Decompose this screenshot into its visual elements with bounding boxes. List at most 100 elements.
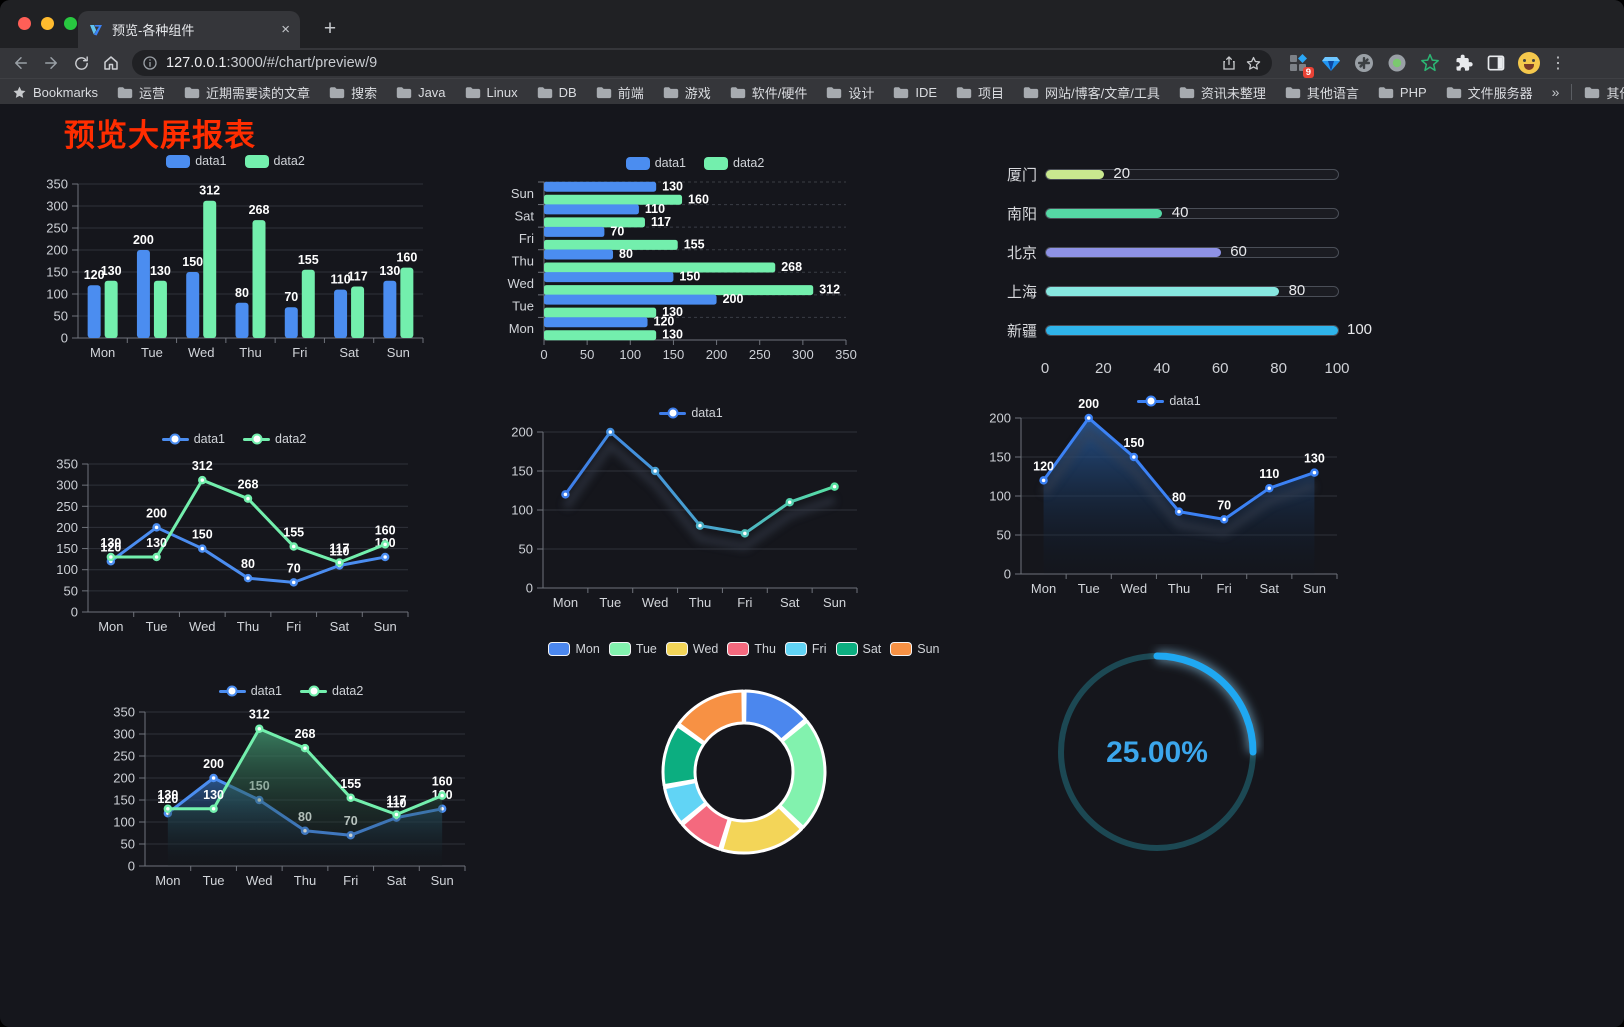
bar-data2-Fri[interactable] (301, 269, 315, 338)
legend-item-data1[interactable]: data1 (1137, 394, 1201, 408)
progress-fill[interactable] (1045, 208, 1163, 218)
bar-data2-Mon[interactable] (544, 330, 657, 341)
data-point-marker[interactable] (606, 427, 615, 437)
bar-data2-Sat[interactable] (544, 217, 645, 228)
data-point-marker[interactable] (209, 804, 218, 814)
bar-data2-Sun[interactable] (400, 267, 414, 338)
bar-data1-Mon[interactable] (87, 285, 101, 338)
extensions-puzzle-icon[interactable] (1451, 51, 1475, 75)
legend-item-Tue[interactable]: Tue (608, 642, 657, 656)
extension-star-icon[interactable] (1418, 51, 1442, 75)
bookmark-folder[interactable]: Linux (465, 83, 518, 102)
chart-grouped-bar[interactable]: data1 data2 0 50 100 150 200 250 300 350 Mon Tue Wed… (38, 148, 433, 366)
bar-data1-Sun[interactable] (544, 181, 657, 192)
bookmark-folder[interactable]: 软件/硬件 (730, 83, 807, 102)
chart-gauge[interactable]: 25.00% (1050, 644, 1264, 862)
pie-slice-Fri[interactable] (663, 780, 708, 825)
menu-kebab-icon[interactable]: ⋮ (1550, 55, 1566, 72)
legend-item-data1[interactable]: data1 (659, 406, 723, 420)
bookmark-folder[interactable]: PHP (1378, 83, 1427, 102)
bar-data2-Tue[interactable] (544, 307, 657, 318)
data-point-marker[interactable] (561, 490, 570, 499)
legend-item-data2[interactable]: data2 (704, 156, 764, 170)
data-point-marker[interactable] (1129, 452, 1139, 462)
data-point-marker[interactable] (1174, 507, 1184, 516)
bar-data1-Tue[interactable] (544, 294, 717, 305)
bookmark-folder[interactable]: 其他语言 (1285, 83, 1359, 102)
chart-horizontal-bar[interactable]: data1 data2 Sun Sat Fri Thu Wed Tue Mon 0 50 100 150… (498, 150, 892, 368)
data-point-marker[interactable] (1039, 476, 1048, 485)
bookmark-folder[interactable]: 近期需要读的文章 (184, 83, 310, 102)
bookmark-folder[interactable]: 文件服务器 (1446, 83, 1533, 102)
bookmark-folder[interactable]: IDE (893, 83, 937, 102)
data-point-marker[interactable] (1265, 483, 1274, 493)
profile-avatar[interactable] (1517, 51, 1541, 75)
legend-item-Thu[interactable]: Thu (727, 642, 776, 656)
bar-data2-Sat[interactable] (351, 286, 365, 338)
data-point-marker[interactable] (198, 544, 207, 553)
extension-gem-icon[interactable] (1319, 51, 1343, 75)
bookmark-folder[interactable]: 资讯未整理 (1179, 83, 1266, 102)
home-icon[interactable] (98, 50, 124, 76)
data-point-marker[interactable] (243, 494, 253, 503)
chart-area-single[interactable]: data1 0 50 100 150 200 Mon Tue Wed Thu Fri Sat Sun 12… (985, 388, 1353, 602)
bar-data2-Sun[interactable] (544, 194, 683, 205)
data-point-marker[interactable] (255, 724, 264, 733)
bookmark-folder[interactable]: 项目 (956, 83, 1004, 102)
pie-slice-Thu[interactable] (680, 802, 731, 851)
tab-close-icon[interactable]: × (281, 21, 290, 38)
pie-slice-Mon[interactable] (743, 689, 808, 742)
data-point-marker[interactable] (300, 743, 310, 753)
chart-donut[interactable]: Mon Tue Wed Thu Fri Sat Sun (548, 636, 940, 880)
legend-item-Mon[interactable]: Mon (548, 642, 600, 656)
bar-data1-Mon[interactable] (544, 317, 648, 328)
bar-data2-Tue[interactable] (153, 280, 167, 338)
pie-slice-Tue[interactable] (778, 719, 827, 829)
bar-data1-Wed[interactable] (186, 272, 200, 338)
data-point-marker[interactable] (1084, 413, 1093, 423)
window-close-button[interactable] (18, 17, 31, 30)
data-point-marker[interactable] (163, 804, 173, 814)
extension-wheel-icon[interactable] (1352, 51, 1376, 75)
legend-item-Wed[interactable]: Wed (665, 642, 718, 656)
progress-fill[interactable] (1045, 169, 1104, 179)
legend-item-data1[interactable]: data1 (161, 432, 225, 446)
bookmark-star-icon[interactable] (1245, 55, 1262, 72)
data-point-marker[interactable] (289, 542, 298, 551)
bookmarks-root[interactable]: Bookmarks (12, 85, 98, 100)
legend-item-data1[interactable]: data1 (166, 154, 227, 168)
data-point-marker[interactable] (243, 573, 253, 583)
progress-fill[interactable] (1045, 247, 1221, 257)
legend-item-Fri[interactable]: Fri (784, 642, 827, 656)
bar-data1-Sun[interactable] (383, 280, 397, 338)
extension-grid-diamond-icon[interactable]: 9 (1286, 51, 1314, 78)
chart-city-progress[interactable]: 厦门 20 南阳 40 北京 60 上海 80 新疆 100 0 20 40 60 80 100 (985, 156, 1372, 388)
bar-data2-Mon[interactable] (104, 280, 118, 338)
chart-line-gradient[interactable]: data1 0 50 100 150 200 Mon Tue Wed Thu Fri Sat Sun (505, 400, 877, 616)
chart-area-dual[interactable]: data1 data2 0 50 100 150 200 250 300 350 Mon Tue Wed… (105, 678, 477, 894)
data-point-marker[interactable] (1219, 515, 1229, 524)
reload-icon[interactable] (68, 50, 94, 76)
legend-item-Sun[interactable]: Sun (890, 642, 940, 656)
data-point-marker[interactable] (1310, 468, 1319, 477)
data-point-marker[interactable] (209, 773, 218, 783)
bar-data1-Fri[interactable] (544, 226, 605, 237)
pie-slice-Sat[interactable] (661, 724, 706, 788)
data-point-marker[interactable] (740, 529, 750, 538)
data-point-marker[interactable] (198, 475, 207, 485)
bookmark-folder[interactable]: 网站/博客/文章/工具 (1023, 83, 1160, 102)
bar-data2-Fri[interactable] (544, 239, 678, 250)
bar-data1-Thu[interactable] (544, 249, 614, 260)
legend-item-data1[interactable]: data1 (218, 684, 282, 698)
pie-slice-Wed[interactable] (720, 805, 804, 855)
forward-icon[interactable] (38, 50, 64, 76)
bar-data1-Wed[interactable] (544, 272, 674, 283)
site-info-icon[interactable] (142, 55, 158, 71)
legend-item-data1[interactable]: data1 (625, 156, 686, 170)
bookmark-folder[interactable]: 游戏 (663, 83, 711, 102)
data-point-marker[interactable] (152, 552, 161, 562)
data-point-marker[interactable] (695, 521, 705, 530)
data-point-marker[interactable] (335, 558, 344, 567)
address-bar[interactable]: 127.0.0.1:3000/#/chart/preview/9 (132, 50, 1272, 76)
bar-data1-Tue[interactable] (136, 250, 150, 338)
